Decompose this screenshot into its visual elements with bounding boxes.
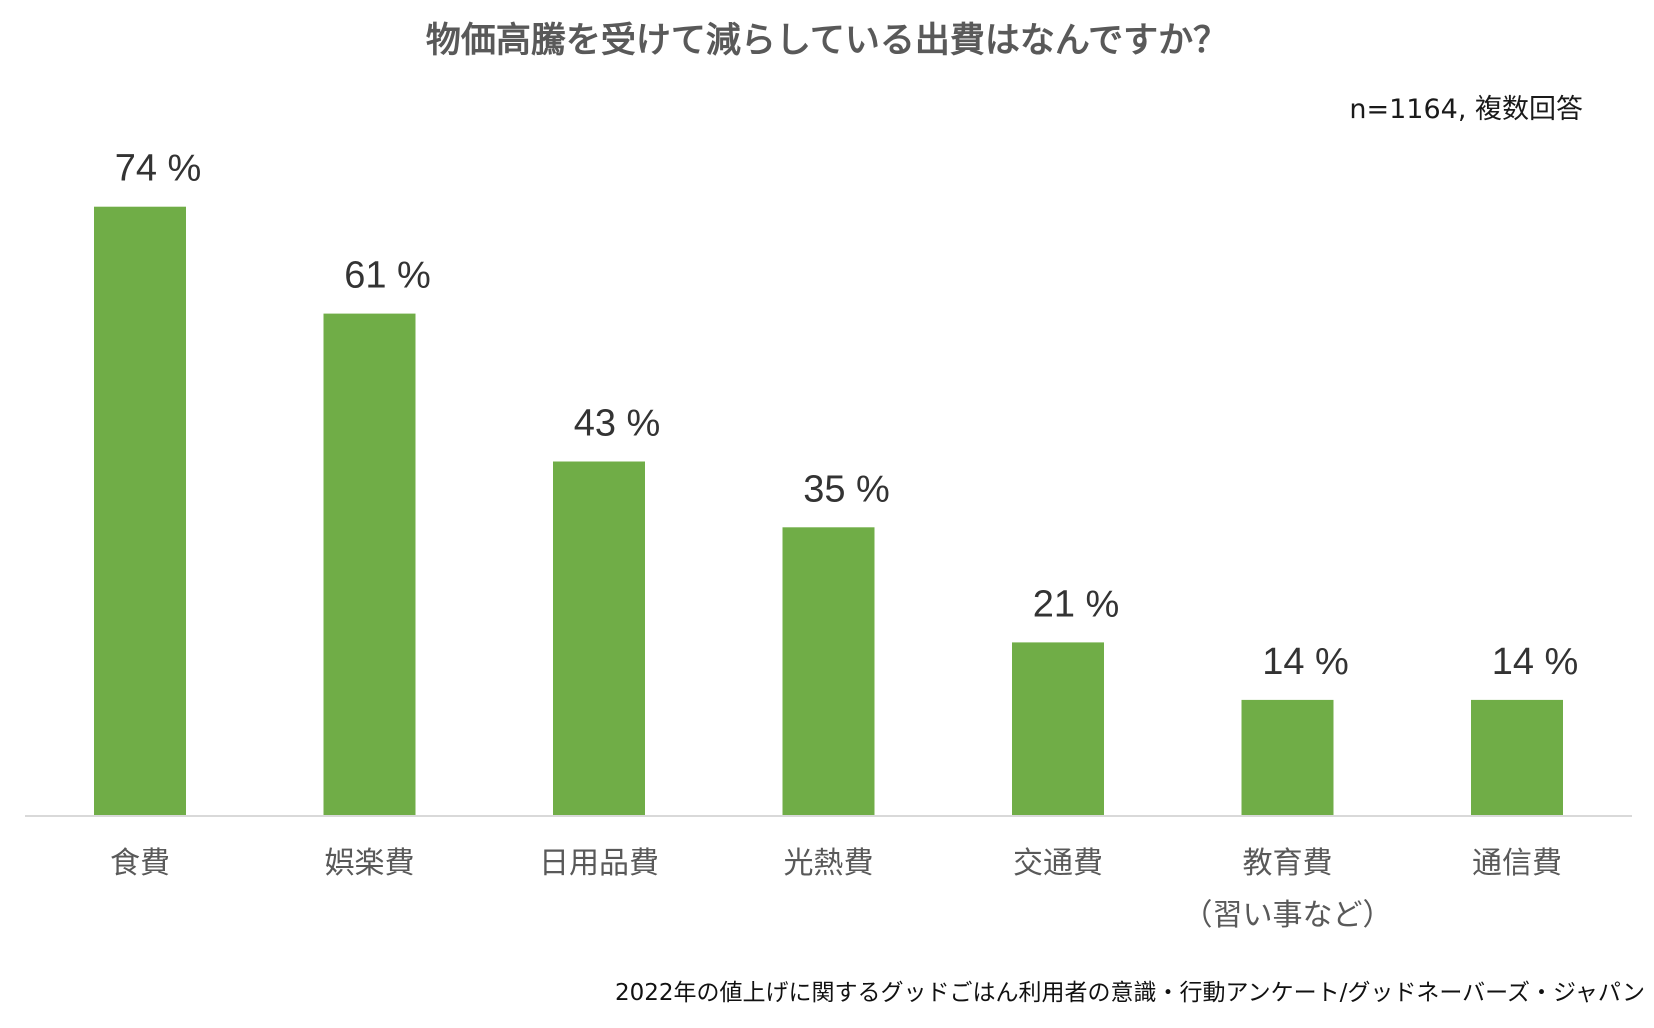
category-label: 教育費: [1243, 846, 1333, 881]
category-label: 娯楽費: [325, 846, 415, 881]
source-credit: 2022年の値上げに関するグッドごはん利用者の意識・行動アンケート/グッドネーバ…: [615, 980, 1645, 1006]
value-label: 61 %: [344, 255, 431, 297]
bar: [323, 313, 416, 815]
category-label: 食費: [110, 846, 170, 881]
bar: [1241, 699, 1334, 815]
bar: [94, 206, 186, 815]
value-label: 14 %: [1492, 641, 1579, 683]
value-label: 35 %: [803, 468, 890, 510]
value-label: 74 %: [115, 148, 202, 190]
value-label: 21 %: [1033, 583, 1120, 625]
value-label: 14 %: [1262, 641, 1349, 683]
category-label: 通信費: [1472, 846, 1562, 881]
chart-title: 物価高騰を受けて減らしている出費はなんですか？: [426, 21, 1228, 61]
sample-note: n=1164, 複数回答: [1349, 94, 1583, 125]
bars-layer: [94, 206, 1563, 815]
bar: [1471, 699, 1563, 815]
bar: [553, 461, 645, 815]
value-labels-layer: 74 % 61 % 43 % 35 % 21 % 14 % 14 %: [115, 148, 1579, 683]
value-label: 43 %: [574, 403, 661, 445]
bar: [782, 527, 875, 815]
category-label: 日用品費: [539, 846, 659, 881]
category-label: 交通費: [1013, 846, 1103, 881]
category-labels-layer: 食費 娯楽費 日用品費 光熱費 交通費 教育費 （習い事など） 通信費: [110, 846, 1562, 933]
category-sublabel: （習い事など）: [1183, 898, 1393, 933]
bar: [1012, 642, 1104, 815]
category-label: 光熱費: [784, 846, 874, 881]
